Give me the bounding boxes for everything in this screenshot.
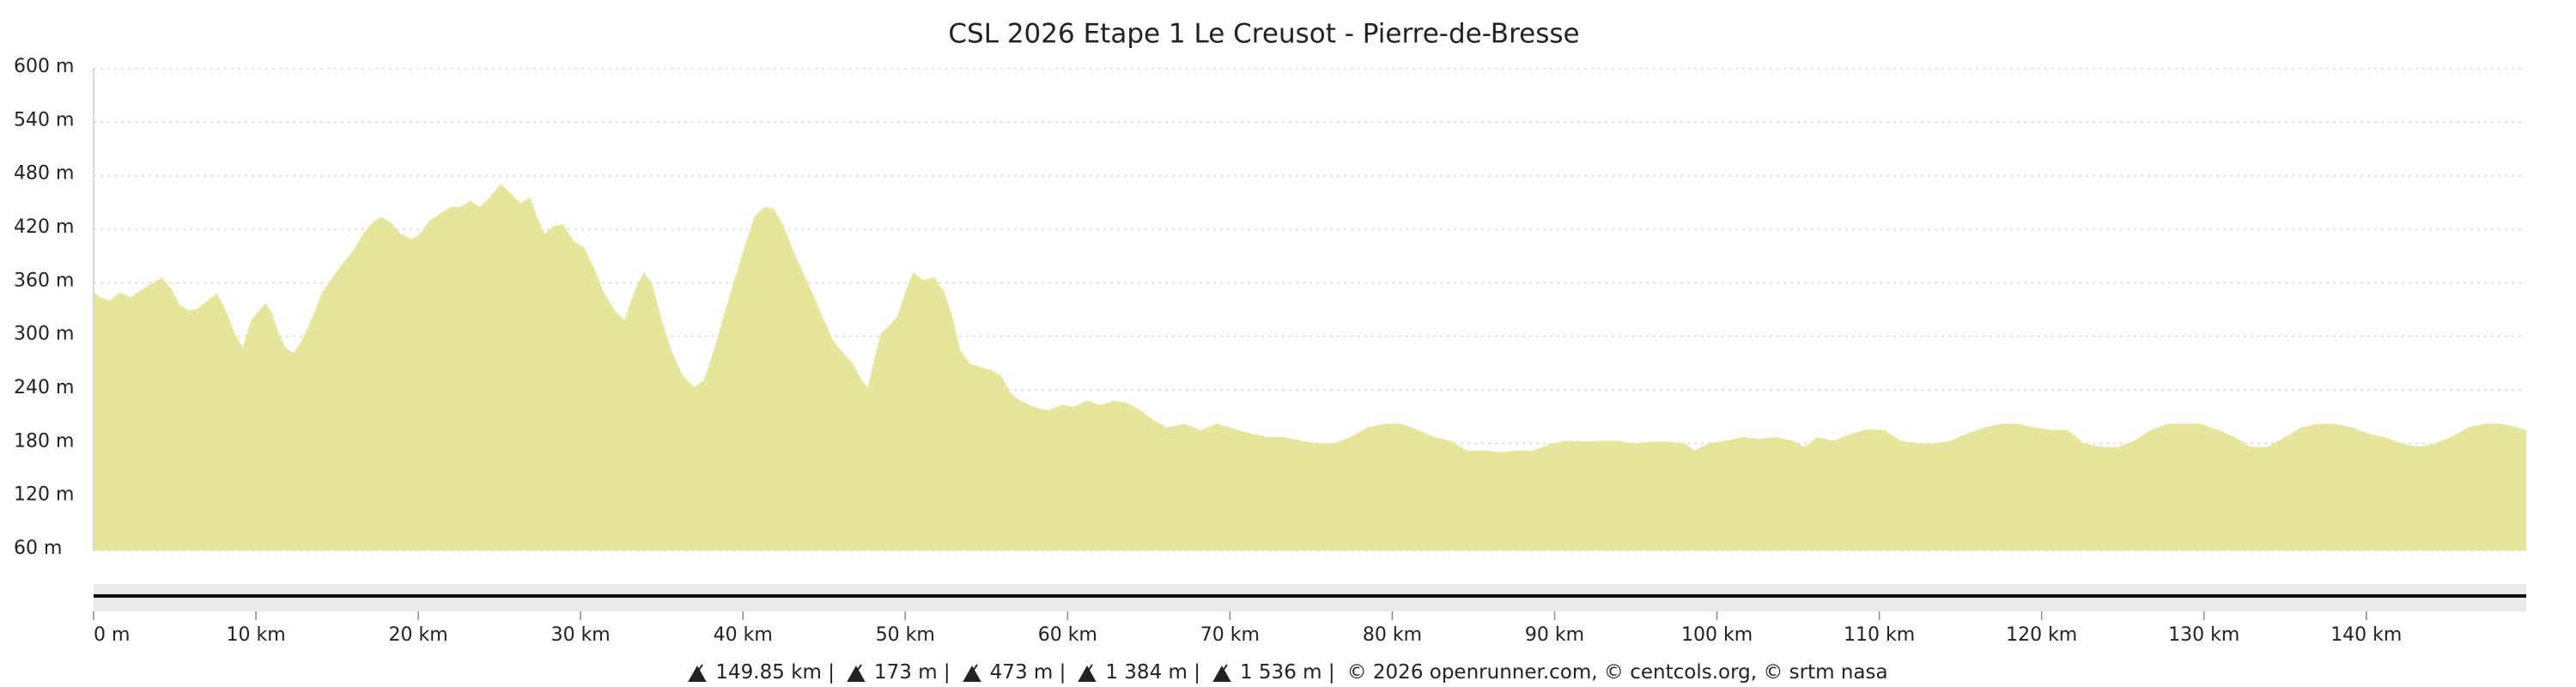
x-tick-label: 10 km	[226, 624, 285, 646]
x-tick-label: 110 km	[1844, 624, 1915, 646]
stat-text: 473 m |	[989, 661, 1066, 684]
stat-icon	[962, 664, 981, 682]
y-tick-label: 600 m	[14, 56, 74, 77]
icon-shape	[1212, 664, 1231, 682]
y-tick-label: 300 m	[14, 324, 74, 345]
y-tick-label: 360 m	[14, 270, 74, 291]
x-tick-label: 80 km	[1363, 624, 1422, 646]
plot: 60 m 120 m 180 m 240 m 300 m 360 m 420 m 480 m 5…	[14, 56, 2526, 646]
icon-shape	[688, 664, 708, 682]
stat: 173 m |	[847, 661, 951, 684]
stat-text: 1 536 m |	[1239, 661, 1335, 684]
x-tick-label: 50 km	[876, 624, 935, 646]
stat-icon	[847, 664, 866, 682]
x-tick-label: 140 km	[2330, 624, 2402, 646]
x-tick-label: 70 km	[1200, 624, 1260, 646]
x-tick-label: 0 m	[94, 624, 130, 646]
stat: 473 m |	[962, 661, 1066, 684]
stat-text: 149.85 km |	[715, 661, 835, 684]
stat: 1 384 m |	[1078, 661, 1200, 684]
x-tick-label: 100 km	[1681, 624, 1753, 646]
stat-text: 173 m |	[873, 661, 951, 684]
x-tick-label: 60 km	[1038, 624, 1097, 646]
y-tick-label: 60 m	[14, 538, 62, 559]
icon-shape	[1078, 664, 1097, 682]
stat: 149.85 km |	[688, 661, 835, 684]
y-tick-label: 420 m	[14, 216, 74, 238]
y-tick-label: 480 m	[14, 163, 74, 185]
stat: 1 536 m |	[1212, 661, 1335, 684]
y-tick-label: 120 m	[14, 484, 74, 506]
stat-icon	[688, 664, 708, 682]
x-tick-label: 20 km	[389, 624, 448, 646]
chart-title: CSL 2026 Etape 1 Le Creusot - Pierre-de-…	[948, 19, 1579, 50]
stat-icon	[1212, 664, 1231, 682]
x-tick-label: 90 km	[1525, 624, 1584, 646]
stat-icon	[1078, 664, 1097, 682]
chart: CSL 2026 Etape 1 Le Creusot - Pierre-de-…	[14, 19, 2526, 646]
stat-text: 1 384 m |	[1105, 661, 1200, 684]
y-tick-label: 180 m	[14, 430, 74, 452]
x-tick-label: 120 km	[2006, 624, 2077, 646]
icon-shape	[847, 664, 866, 682]
x-tick-label: 40 km	[714, 624, 773, 646]
icon-shape	[962, 664, 981, 682]
x-tick-label: 30 km	[551, 624, 611, 646]
x-tick-label: 130 km	[2168, 624, 2239, 646]
credits: © 2026 openrunner.com, © centcols.org, ©…	[1346, 661, 1888, 684]
footer: 149.85 km | 173 m | 473 m | 1 384 m | 1 536 …	[0, 658, 2576, 687]
y-tick-label: 240 m	[14, 377, 74, 398]
elevation-area	[94, 184, 2526, 550]
y-tick-label: 540 m	[14, 109, 74, 131]
